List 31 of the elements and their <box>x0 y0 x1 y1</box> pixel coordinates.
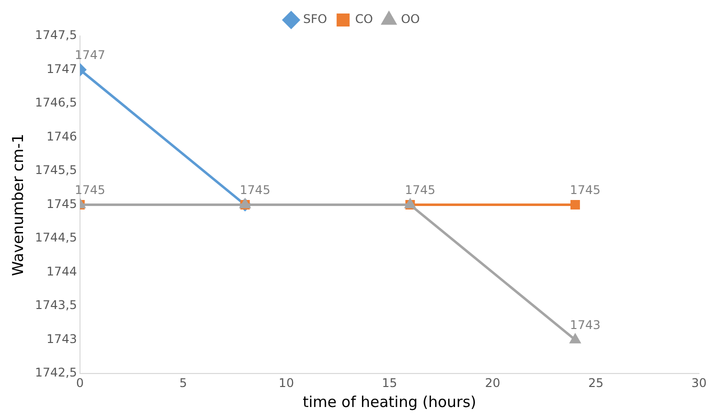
x-tick-label: 20 <box>485 376 500 390</box>
x-tick-label: 30 <box>691 376 707 390</box>
data-label: 1745 <box>570 182 600 197</box>
legend-label: OO <box>400 12 420 26</box>
data-label: 1747 <box>74 48 106 62</box>
x-tick-label: 10 <box>278 376 294 390</box>
legend-label: CO <box>355 12 373 26</box>
y-tick-label: 1746,5 <box>34 96 77 110</box>
data-label: 1743 <box>570 318 600 332</box>
x-tick-label: 5 <box>179 376 187 390</box>
data-label: 1745 <box>404 182 436 197</box>
y-tick-label: 1745,5 <box>34 163 77 178</box>
x-tick-label: 15 <box>382 376 398 390</box>
y-tick-label: 1746 <box>46 129 77 144</box>
x-axis-title: time of heating (hours) <box>302 392 476 411</box>
point <box>570 333 581 344</box>
y-tick-label: 1744 <box>46 264 77 278</box>
y-tick-label: 1747 <box>46 62 77 76</box>
x-tick-label: 0 <box>76 376 84 390</box>
y-tick-label: 1745 <box>46 196 77 211</box>
x-tick-label: 25 <box>588 376 604 390</box>
point <box>570 200 580 210</box>
data-label: 1745 <box>240 182 270 197</box>
y-tick-label: 1743 <box>46 332 77 346</box>
data-label: 1745 <box>74 182 106 197</box>
y-tick-label: 1744,5 <box>34 230 77 245</box>
legend-label: SFO <box>303 12 328 26</box>
y-tick-label: 1747,5 <box>34 28 77 42</box>
y-tick-label: 1743,5 <box>34 298 77 312</box>
y-axis-title: Wavenumber cm-1 <box>8 134 27 276</box>
y-tick-label: 1742,5 <box>34 366 77 380</box>
